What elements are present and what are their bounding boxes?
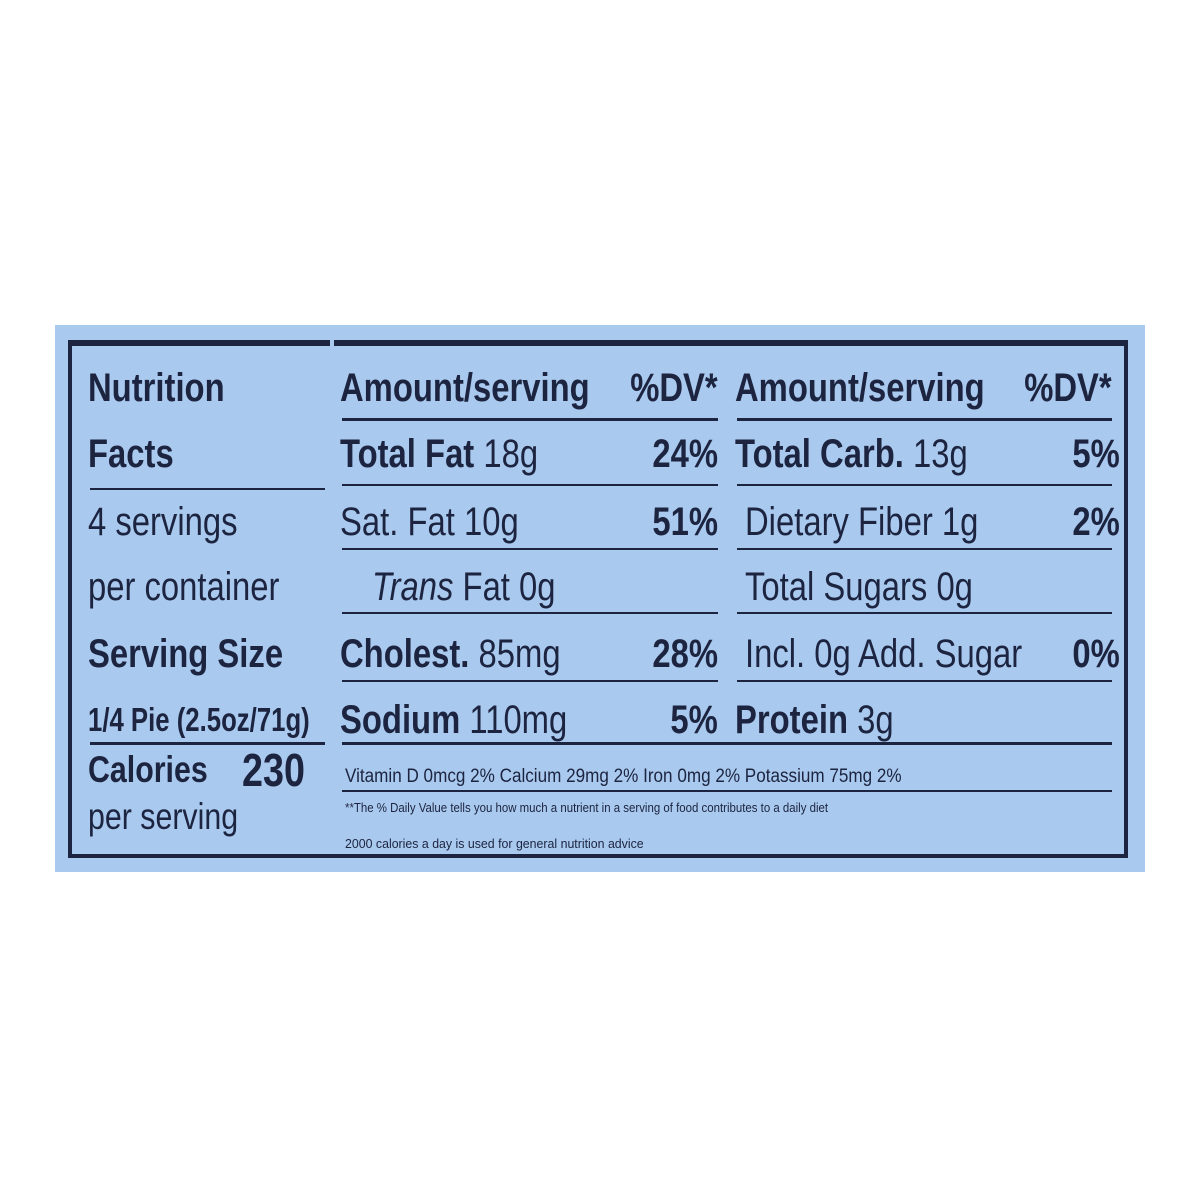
nutrient-name: Protein <box>735 698 848 742</box>
nutrient-amount: 85mg <box>478 632 561 676</box>
divider <box>737 548 1112 550</box>
nutrient-dv: 5% <box>1072 432 1120 476</box>
nutrient-amount: Fat 0g <box>462 565 556 609</box>
calories-label: Calories <box>88 749 208 790</box>
header-dv-right: %DV* <box>1024 366 1112 410</box>
serving-size-value: 1/4 Pie (2.5oz/71g) <box>88 701 310 738</box>
divider <box>737 680 1112 682</box>
divider <box>90 488 325 490</box>
header-amount: Amount/serving <box>340 366 590 410</box>
divider <box>342 680 718 682</box>
divider <box>342 418 718 421</box>
servings-line2: per container <box>88 565 280 609</box>
nutrient-amount: 10g <box>463 500 519 544</box>
nutrient-dv: 2% <box>1072 500 1120 544</box>
divider <box>342 790 1112 792</box>
nutrient-name: Sodium <box>340 698 461 742</box>
footnote-line2: 2000 calories a day is used for general … <box>345 836 644 851</box>
nutrient-amount: 13g <box>912 432 968 476</box>
nutrient-amount: 3g <box>857 698 894 742</box>
nutrient-name: Dietary Fiber <box>745 500 933 544</box>
divider <box>342 548 718 550</box>
divider <box>342 612 718 614</box>
divider <box>737 484 1112 486</box>
divider <box>90 742 325 745</box>
title-nutrition: Nutrition <box>88 366 225 410</box>
label-background <box>55 325 1145 872</box>
nutrient-amount: 110mg <box>469 698 568 742</box>
nutrient-dv: 0% <box>1072 632 1120 676</box>
nutrient-dv: 5% <box>670 698 718 742</box>
nutrient-amount: 1g <box>941 500 979 544</box>
nutrient-name: Cholest. <box>340 632 470 676</box>
header-dv: %DV* <box>630 366 718 410</box>
nutrition-facts-border <box>68 340 1128 858</box>
title-facts: Facts <box>88 432 174 476</box>
nutrient-name: Total Sugars <box>745 565 928 609</box>
nutrient-name: Incl. 0g Add. Sugar <box>745 632 1023 676</box>
nutrient-amount: 18g <box>483 432 539 476</box>
divider <box>342 484 718 486</box>
nutrient-name: Trans <box>372 565 454 609</box>
servings-line1: 4 servings <box>88 500 238 544</box>
nutrient-amount: 0g <box>936 565 973 609</box>
header-amount-right: Amount/serving <box>735 366 985 410</box>
serving-size-label: Serving Size <box>88 632 284 676</box>
divider-gap <box>330 340 334 352</box>
footnote-line1: **The % Daily Value tells you how much a… <box>345 800 829 815</box>
nutrient-name: Total Fat <box>340 432 475 476</box>
nutrient-dv: 24% <box>652 432 718 476</box>
nutrient-dv: 51% <box>652 500 718 544</box>
nutrient-dv: 28% <box>652 632 718 676</box>
vitamins-minerals: Vitamin D 0mcg 2% Calcium 29mg 2% Iron 0… <box>345 766 902 787</box>
calories-value: 230 <box>242 744 305 796</box>
divider <box>342 742 1112 745</box>
nutrient-name: Total Carb. <box>735 432 904 476</box>
divider <box>737 612 1112 614</box>
nutrient-name: Sat. Fat <box>340 500 455 544</box>
divider <box>737 418 1112 421</box>
calories-per-serving: per serving <box>88 796 239 837</box>
